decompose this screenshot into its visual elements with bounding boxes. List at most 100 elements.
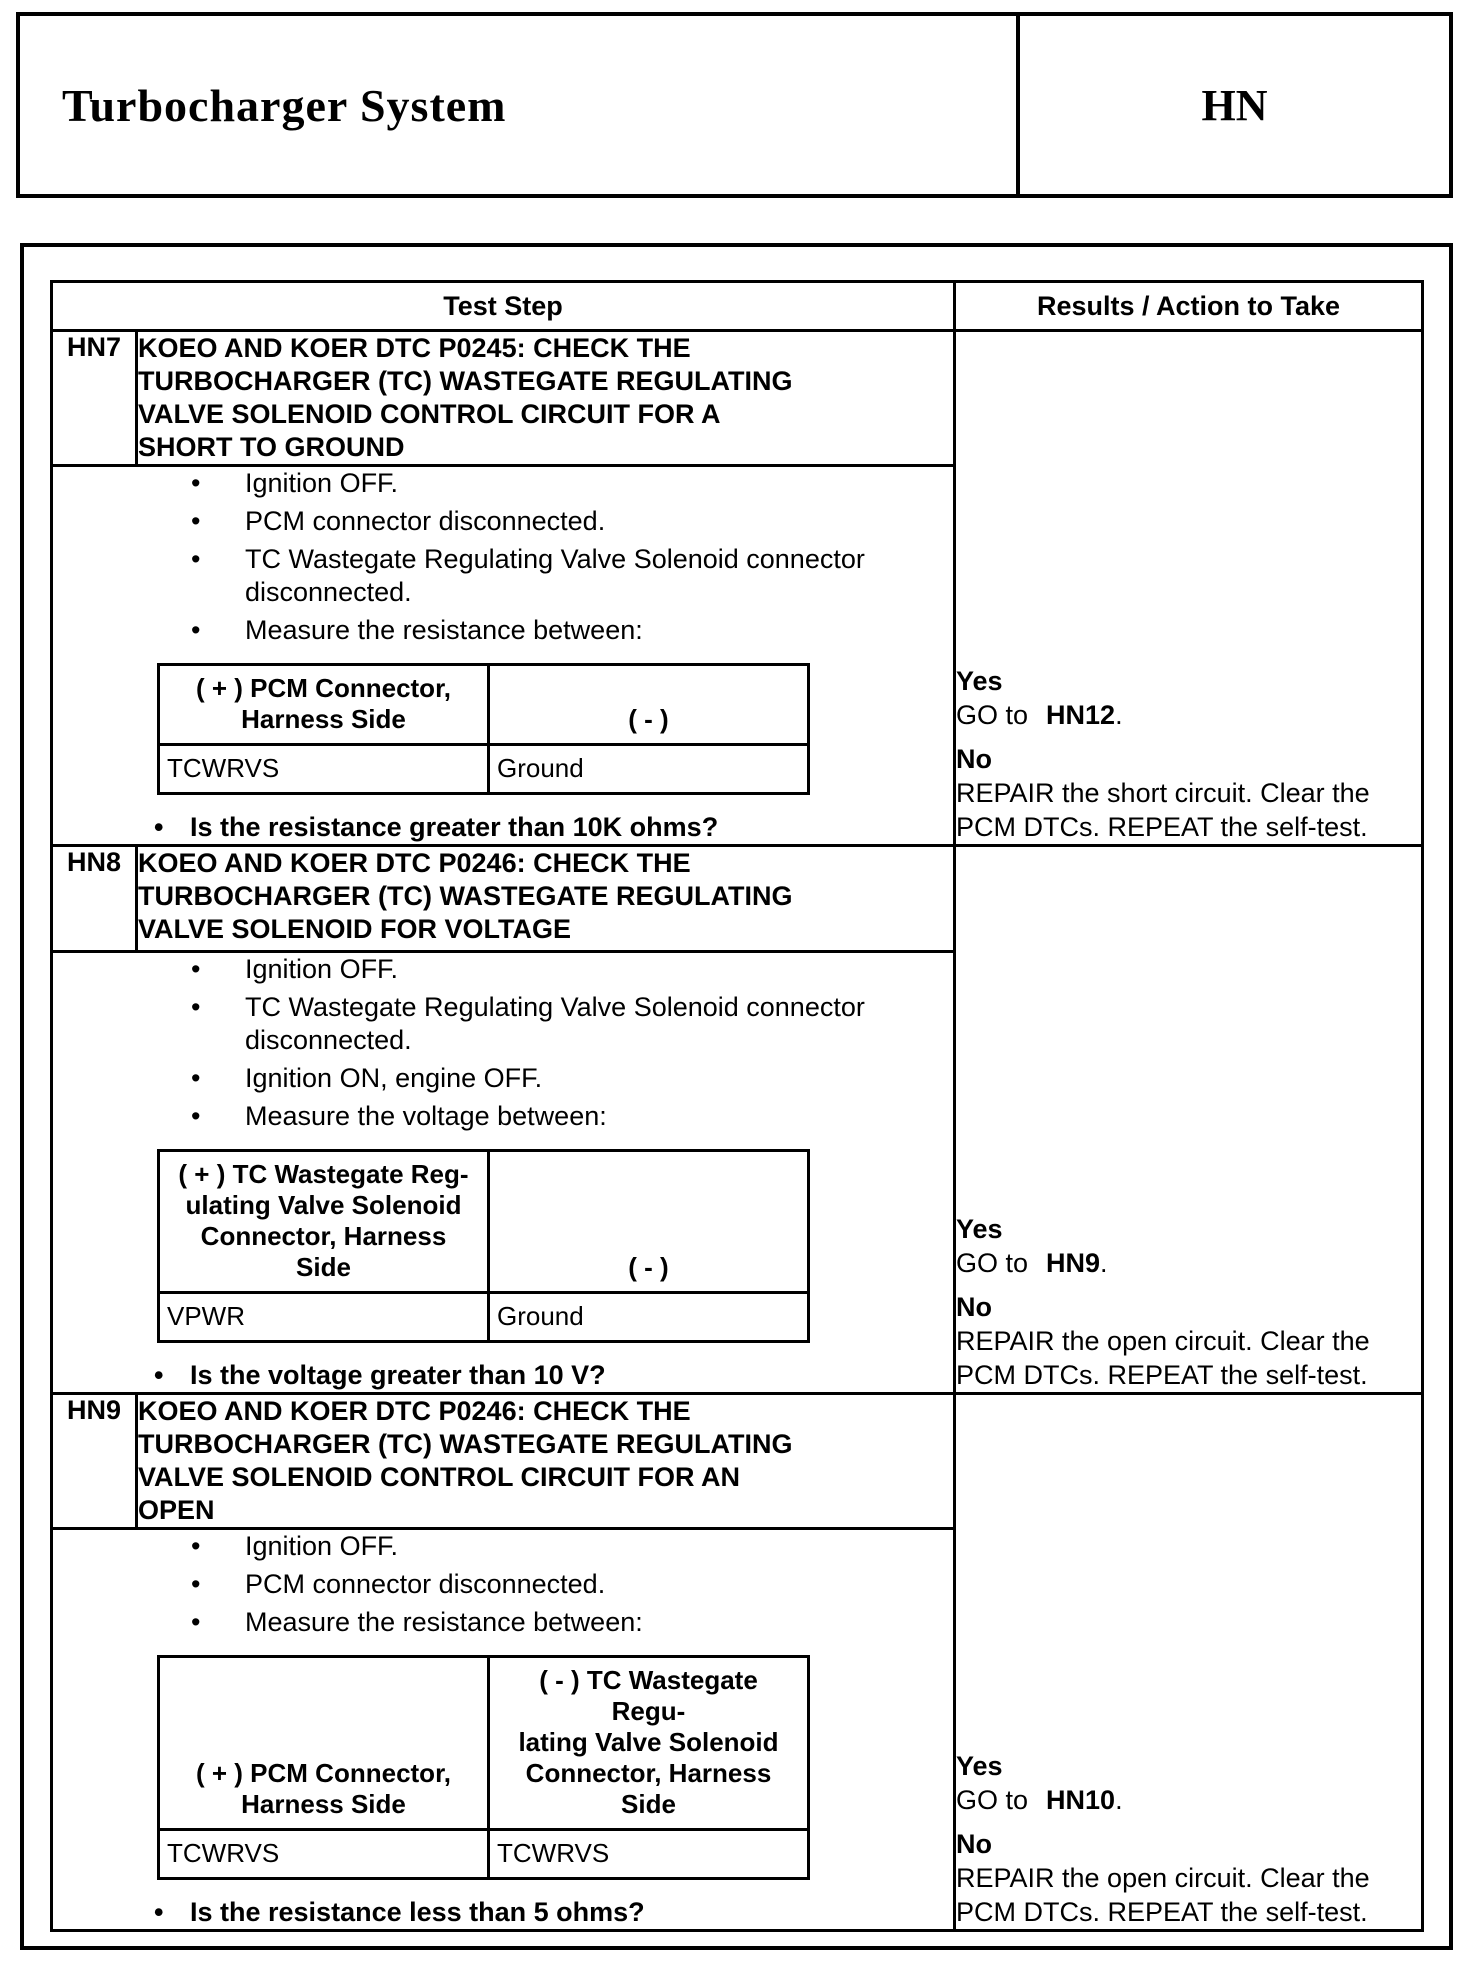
procedure-bullet: Ignition OFF. [191, 953, 953, 986]
no-action-text: REPAIR the open circuit. Clear the PCM D… [956, 1863, 1370, 1927]
test-question: Is the voltage greater than 10 V? [154, 1359, 953, 1392]
bullet-icon [191, 543, 245, 609]
measure-value-row: VPWR Ground [157, 1291, 810, 1343]
measure-header-row: ( + ) PCM Connector, Harness Side ( - ) [157, 663, 810, 746]
no-label: No [956, 1292, 992, 1322]
bullet-icon [191, 1568, 245, 1601]
bullet-icon [191, 1530, 245, 1563]
bullet-icon [191, 953, 245, 986]
negative-lead-header: ( - ) [487, 1149, 810, 1294]
section-code: HN [1201, 80, 1268, 130]
yes-action-text: GO to [956, 1248, 1029, 1278]
page-title: Turbocharger System [62, 79, 507, 131]
no-label: No [956, 1829, 992, 1859]
measure-value-row: TCWRVS TCWRVS [157, 1828, 810, 1880]
step-hn7-procedure-row: Ignition OFF. PCM connector disconnected… [50, 464, 1423, 847]
positive-lead-header: ( + ) PCM Connector, Harness Side [157, 1655, 490, 1831]
negative-lead-header: ( - ) [487, 663, 810, 746]
step-title-hn9: KOEO AND KOER DTC P0246: CHECK THE TURBO… [135, 1392, 956, 1530]
positive-lead-header: ( + ) TC Wastegate Reg- ulating Valve So… [157, 1149, 490, 1294]
step-title-hn8: KOEO AND KOER DTC P0246: CHECK THE TURBO… [135, 844, 956, 953]
step-title-hn7: KOEO AND KOER DTC P0245: CHECK THE TURBO… [135, 329, 956, 467]
step-hn7-title-row: HN7 KOEO AND KOER DTC P0245: CHECK THE T… [50, 329, 1424, 847]
procedure-bullet: TC Wastegate Regulating Valve Solenoid c… [191, 991, 953, 1057]
measure-header-row: ( + ) TC Wastegate Reg- ulating Valve So… [157, 1149, 810, 1294]
measure-value-row: TCWRVS Ground [157, 743, 810, 795]
bullet-icon [191, 614, 245, 647]
yes-label: Yes [956, 1751, 1003, 1781]
column-header-test-step: Test Step [50, 280, 956, 332]
negative-lead-value: Ground [487, 1291, 810, 1343]
no-action-text: REPAIR the short circuit. Clear the PCM … [956, 778, 1370, 842]
test-question: Is the resistance less than 5 ohms? [154, 1896, 953, 1929]
positive-lead-value: TCWRVS [157, 1828, 490, 1880]
period: . [1115, 1785, 1123, 1815]
content-box: Test Step Results / Action to Take HN7 K… [20, 243, 1453, 1950]
period: . [1115, 700, 1123, 730]
procedure-bullet: Ignition OFF. [191, 1530, 953, 1563]
procedure-bullet: Measure the resistance between: [191, 1606, 953, 1639]
column-header-results: Results / Action to Take [953, 280, 1424, 332]
yes-action-line: GO to HN9. [956, 1246, 1421, 1280]
no-action-text: REPAIR the open circuit. Clear the PCM D… [956, 1326, 1370, 1390]
procedure-bullet: TC Wastegate Regulating Valve Solenoid c… [191, 543, 953, 609]
procedure-bullet: PCM connector disconnected. [191, 1568, 953, 1601]
bullet-icon [191, 467, 245, 500]
positive-lead-header: ( + ) PCM Connector, Harness Side [157, 663, 490, 746]
period: . [1100, 1248, 1108, 1278]
no-label: No [956, 744, 992, 774]
step-id-hn9: HN9 [50, 1392, 138, 1530]
yes-action-line: GO to HN10. [956, 1783, 1421, 1817]
results-hn9: Yes GO to HN10. No REPAIR the open circui… [953, 1392, 1424, 1932]
negative-lead-value: TCWRVS [487, 1828, 810, 1880]
procedure-bullet: Measure the voltage between: [191, 1100, 953, 1133]
procedure-hn7: Ignition OFF. PCM connector disconnected… [50, 464, 956, 847]
step-title-text: KOEO AND KOER DTC P0246: CHECK THE TURBO… [138, 848, 793, 944]
yes-label: Yes [956, 1214, 1003, 1244]
yes-action-text: GO to [956, 700, 1029, 730]
diagnostic-table: Test Step Results / Action to Take HN7 K… [50, 280, 1424, 1932]
measure-table-hn8: ( + ) TC Wastegate Reg- ulating Valve So… [157, 1149, 810, 1343]
measure-header-row: ( + ) PCM Connector, Harness Side ( - ) … [157, 1655, 810, 1831]
yes-action-line: GO to HN12. [956, 698, 1421, 732]
document-header: Turbocharger System HN [16, 12, 1453, 198]
negative-lead-header: ( - ) TC Wastegate Regu- lating Valve So… [487, 1655, 810, 1831]
step-title-text: KOEO AND KOER DTC P0246: CHECK THE TURBO… [138, 1396, 793, 1525]
procedure-bullet: PCM connector disconnected. [191, 505, 953, 538]
yes-label: Yes [956, 666, 1003, 696]
bullet-icon [154, 1359, 190, 1392]
test-question: Is the resistance greater than 10K ohms? [154, 811, 953, 844]
negative-lead-value: Ground [487, 743, 810, 795]
results-hn7: Yes GO to HN12. No REPAIR the short circu… [953, 329, 1424, 847]
goto-target: HN9 [1046, 1248, 1101, 1278]
measure-table-hn7: ( + ) PCM Connector, Harness Side ( - ) … [157, 663, 810, 795]
yes-action-text: GO to [956, 1785, 1029, 1815]
table-header-row: Test Step Results / Action to Take [50, 280, 1424, 332]
step-id-hn8: HN8 [50, 844, 138, 953]
step-title-text: KOEO AND KOER DTC P0245: CHECK THE TURBO… [138, 333, 793, 462]
step-id-hn7: HN7 [50, 329, 138, 467]
goto-target: HN12 [1046, 700, 1116, 730]
bullet-icon [191, 1606, 245, 1639]
bullet-icon [154, 811, 190, 844]
goto-target: HN10 [1046, 1785, 1116, 1815]
bullet-icon [191, 991, 245, 1057]
positive-lead-value: TCWRVS [157, 743, 490, 795]
step-hn8-title-row: HN8 KOEO AND KOER DTC P0246: CHECK THE T… [50, 844, 1424, 1395]
bullet-icon [191, 1100, 245, 1133]
procedure-hn8: Ignition OFF. TC Wastegate Regulating Va… [50, 950, 956, 1395]
results-hn8: Yes GO to HN9. No REPAIR the open circuit… [953, 844, 1424, 1395]
bullet-icon [191, 1062, 245, 1095]
positive-lead-value: VPWR [157, 1291, 490, 1343]
bullet-icon [191, 505, 245, 538]
procedure-bullet: Measure the resistance between: [191, 614, 953, 647]
procedure-bullet: Ignition ON, engine OFF. [191, 1062, 953, 1095]
procedure-bullet: Ignition OFF. [191, 467, 953, 500]
measure-table-hn9: ( + ) PCM Connector, Harness Side ( - ) … [157, 1655, 810, 1880]
step-hn8-procedure-row: Ignition OFF. TC Wastegate Regulating Va… [50, 950, 1423, 1395]
step-hn9-procedure-row: Ignition OFF. PCM connector disconnected… [50, 1527, 1423, 1932]
bullet-icon [154, 1896, 190, 1929]
step-hn9-title-row: HN9 KOEO AND KOER DTC P0246: CHECK THE T… [50, 1392, 1424, 1932]
procedure-hn9: Ignition OFF. PCM connector disconnected… [50, 1527, 956, 1932]
